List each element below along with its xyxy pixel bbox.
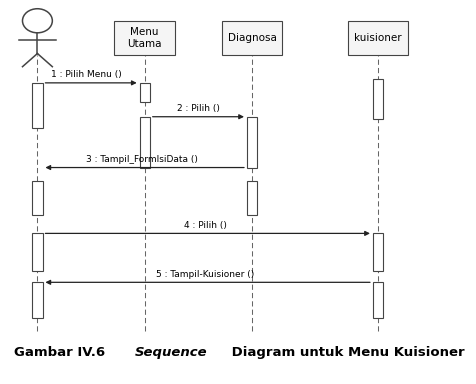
- Bar: [247, 181, 257, 215]
- Text: 3 : Tampil_FormIsiData (): 3 : Tampil_FormIsiData (): [87, 155, 198, 164]
- Bar: [32, 233, 42, 271]
- Text: kuisioner: kuisioner: [354, 33, 402, 43]
- Bar: [139, 83, 150, 102]
- Text: 2 : Pilih (): 2 : Pilih (): [177, 104, 220, 113]
- Text: Diagnosa: Diagnosa: [228, 33, 277, 43]
- Text: Gambar IV.6: Gambar IV.6: [14, 346, 110, 359]
- Bar: [139, 117, 150, 167]
- Text: 1 : Pilih Menu (): 1 : Pilih Menu (): [51, 70, 122, 79]
- Bar: [32, 282, 42, 318]
- Bar: [114, 21, 175, 55]
- Bar: [247, 117, 257, 167]
- Text: 5 : Tampil-Kuisioner (): 5 : Tampil-Kuisioner (): [156, 270, 255, 278]
- Bar: [373, 282, 383, 318]
- Bar: [347, 21, 408, 55]
- Bar: [32, 181, 42, 215]
- Bar: [373, 79, 383, 119]
- Bar: [222, 21, 282, 55]
- Text: 4 : Pilih (): 4 : Pilih (): [184, 221, 227, 230]
- Bar: [32, 83, 42, 128]
- Text: Menu
Utama: Menu Utama: [128, 27, 162, 48]
- Bar: [373, 233, 383, 271]
- Text: Sequence: Sequence: [135, 346, 208, 359]
- Text: Diagram untuk Menu Kuisioner: Diagram untuk Menu Kuisioner: [227, 346, 465, 359]
